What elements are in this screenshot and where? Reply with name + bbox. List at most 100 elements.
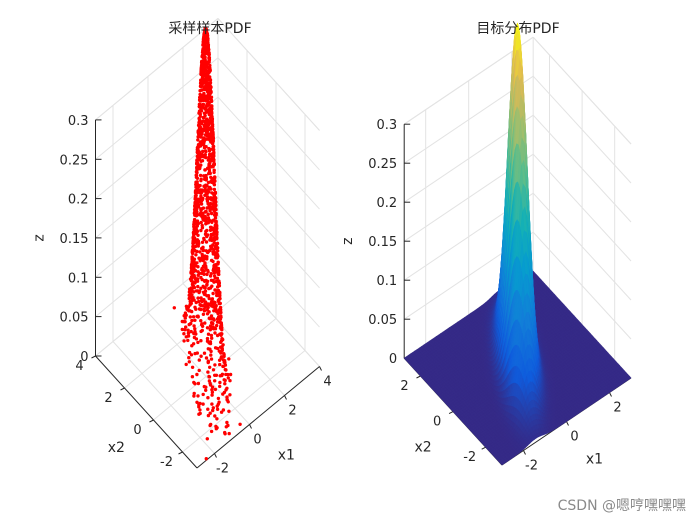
x2-tick-mark [91,355,96,359]
sample-point [195,372,199,377]
sample-point [195,238,200,242]
sample-point [191,264,195,269]
sample-point [198,135,202,139]
sample-point [199,275,203,280]
sample-point [205,326,210,330]
sample-point [210,104,214,108]
sample-point [195,161,199,165]
sample-point [200,271,204,275]
sample-point [189,270,193,274]
x1-tick-mark [284,395,287,400]
sample-point [190,282,195,287]
sample-point [209,353,213,357]
surface-mesh [403,22,632,466]
sample-point [187,290,192,294]
sample-point [211,250,215,254]
x1-tick-mark [319,366,322,371]
sample-point [203,154,207,158]
sample-point [205,282,209,286]
sample-point [199,286,203,290]
sample-point [223,382,227,386]
sample-point [197,98,202,102]
sample-point [214,220,218,224]
sample-point [204,232,208,236]
sample-point [203,286,207,290]
sample-point [182,339,186,343]
sample-point [205,199,210,203]
sample-point [219,323,224,327]
sample-point [191,236,195,241]
sample-point [204,110,208,115]
sample-point [190,318,194,323]
sample-point [210,385,215,389]
sample-point [212,300,216,304]
sample-point [194,210,199,215]
sample-point [216,270,221,274]
sample-point [215,323,219,328]
sample-point [215,252,219,256]
sample-point [201,40,205,44]
sample-point [214,279,219,284]
sample-point [200,159,205,163]
sample-point [202,298,206,303]
sample-point [206,370,210,374]
sample-point [220,345,224,349]
sample-point [216,402,220,406]
sample-point [211,406,215,410]
sample-point [194,253,198,257]
sample-point [213,179,217,183]
sample-point [184,362,188,367]
sample-point [206,332,211,336]
sample-point [193,327,197,331]
sample-point [204,356,209,360]
sample-point [192,257,197,261]
sample-point [216,396,221,401]
sample-point [208,274,213,278]
x1-tick-label: 2 [288,404,296,419]
sample-point [210,165,214,169]
sample-point [193,205,197,209]
axis-lines [91,119,322,469]
sample-point [209,187,213,191]
sample-point [212,237,216,241]
sample-point [199,303,203,308]
x1-tick-mark [249,424,252,429]
sample-point [205,312,210,316]
sample-point [208,81,213,85]
sample-point [212,183,217,187]
sample-point [206,46,210,50]
z-tick-label: 0.15 [60,232,89,247]
back-wall-grid-line [217,175,320,289]
sample-point [210,284,214,288]
z-tick-label: 0.2 [68,193,89,208]
sample-point [198,411,202,416]
sample-point [207,58,211,62]
sample-point [209,278,214,282]
sample-point [227,409,231,413]
sample-point [211,325,215,329]
sample-point [208,317,212,321]
sample-point [204,278,208,283]
sample-point [223,363,228,367]
sample-point [202,119,206,123]
sample-point [207,76,212,81]
sample-point [193,261,197,265]
back-wall-grid-line [217,214,320,328]
sample-point [206,158,210,162]
sample-point [213,288,217,292]
sample-point [197,116,201,121]
sample-point [189,329,193,334]
sample-point [200,323,204,327]
sample-point [225,397,229,402]
sample-point [213,373,217,377]
z-tick-label: 0.25 [60,153,89,168]
sample-point [204,457,208,461]
sample-point [202,52,206,56]
sample-point [203,47,208,52]
back-wall-grid-line [217,136,320,249]
z-tick-label: 0.3 [68,114,89,129]
z-axis-label: z [32,234,48,241]
sample-point [195,351,199,355]
sample-point [209,108,213,112]
